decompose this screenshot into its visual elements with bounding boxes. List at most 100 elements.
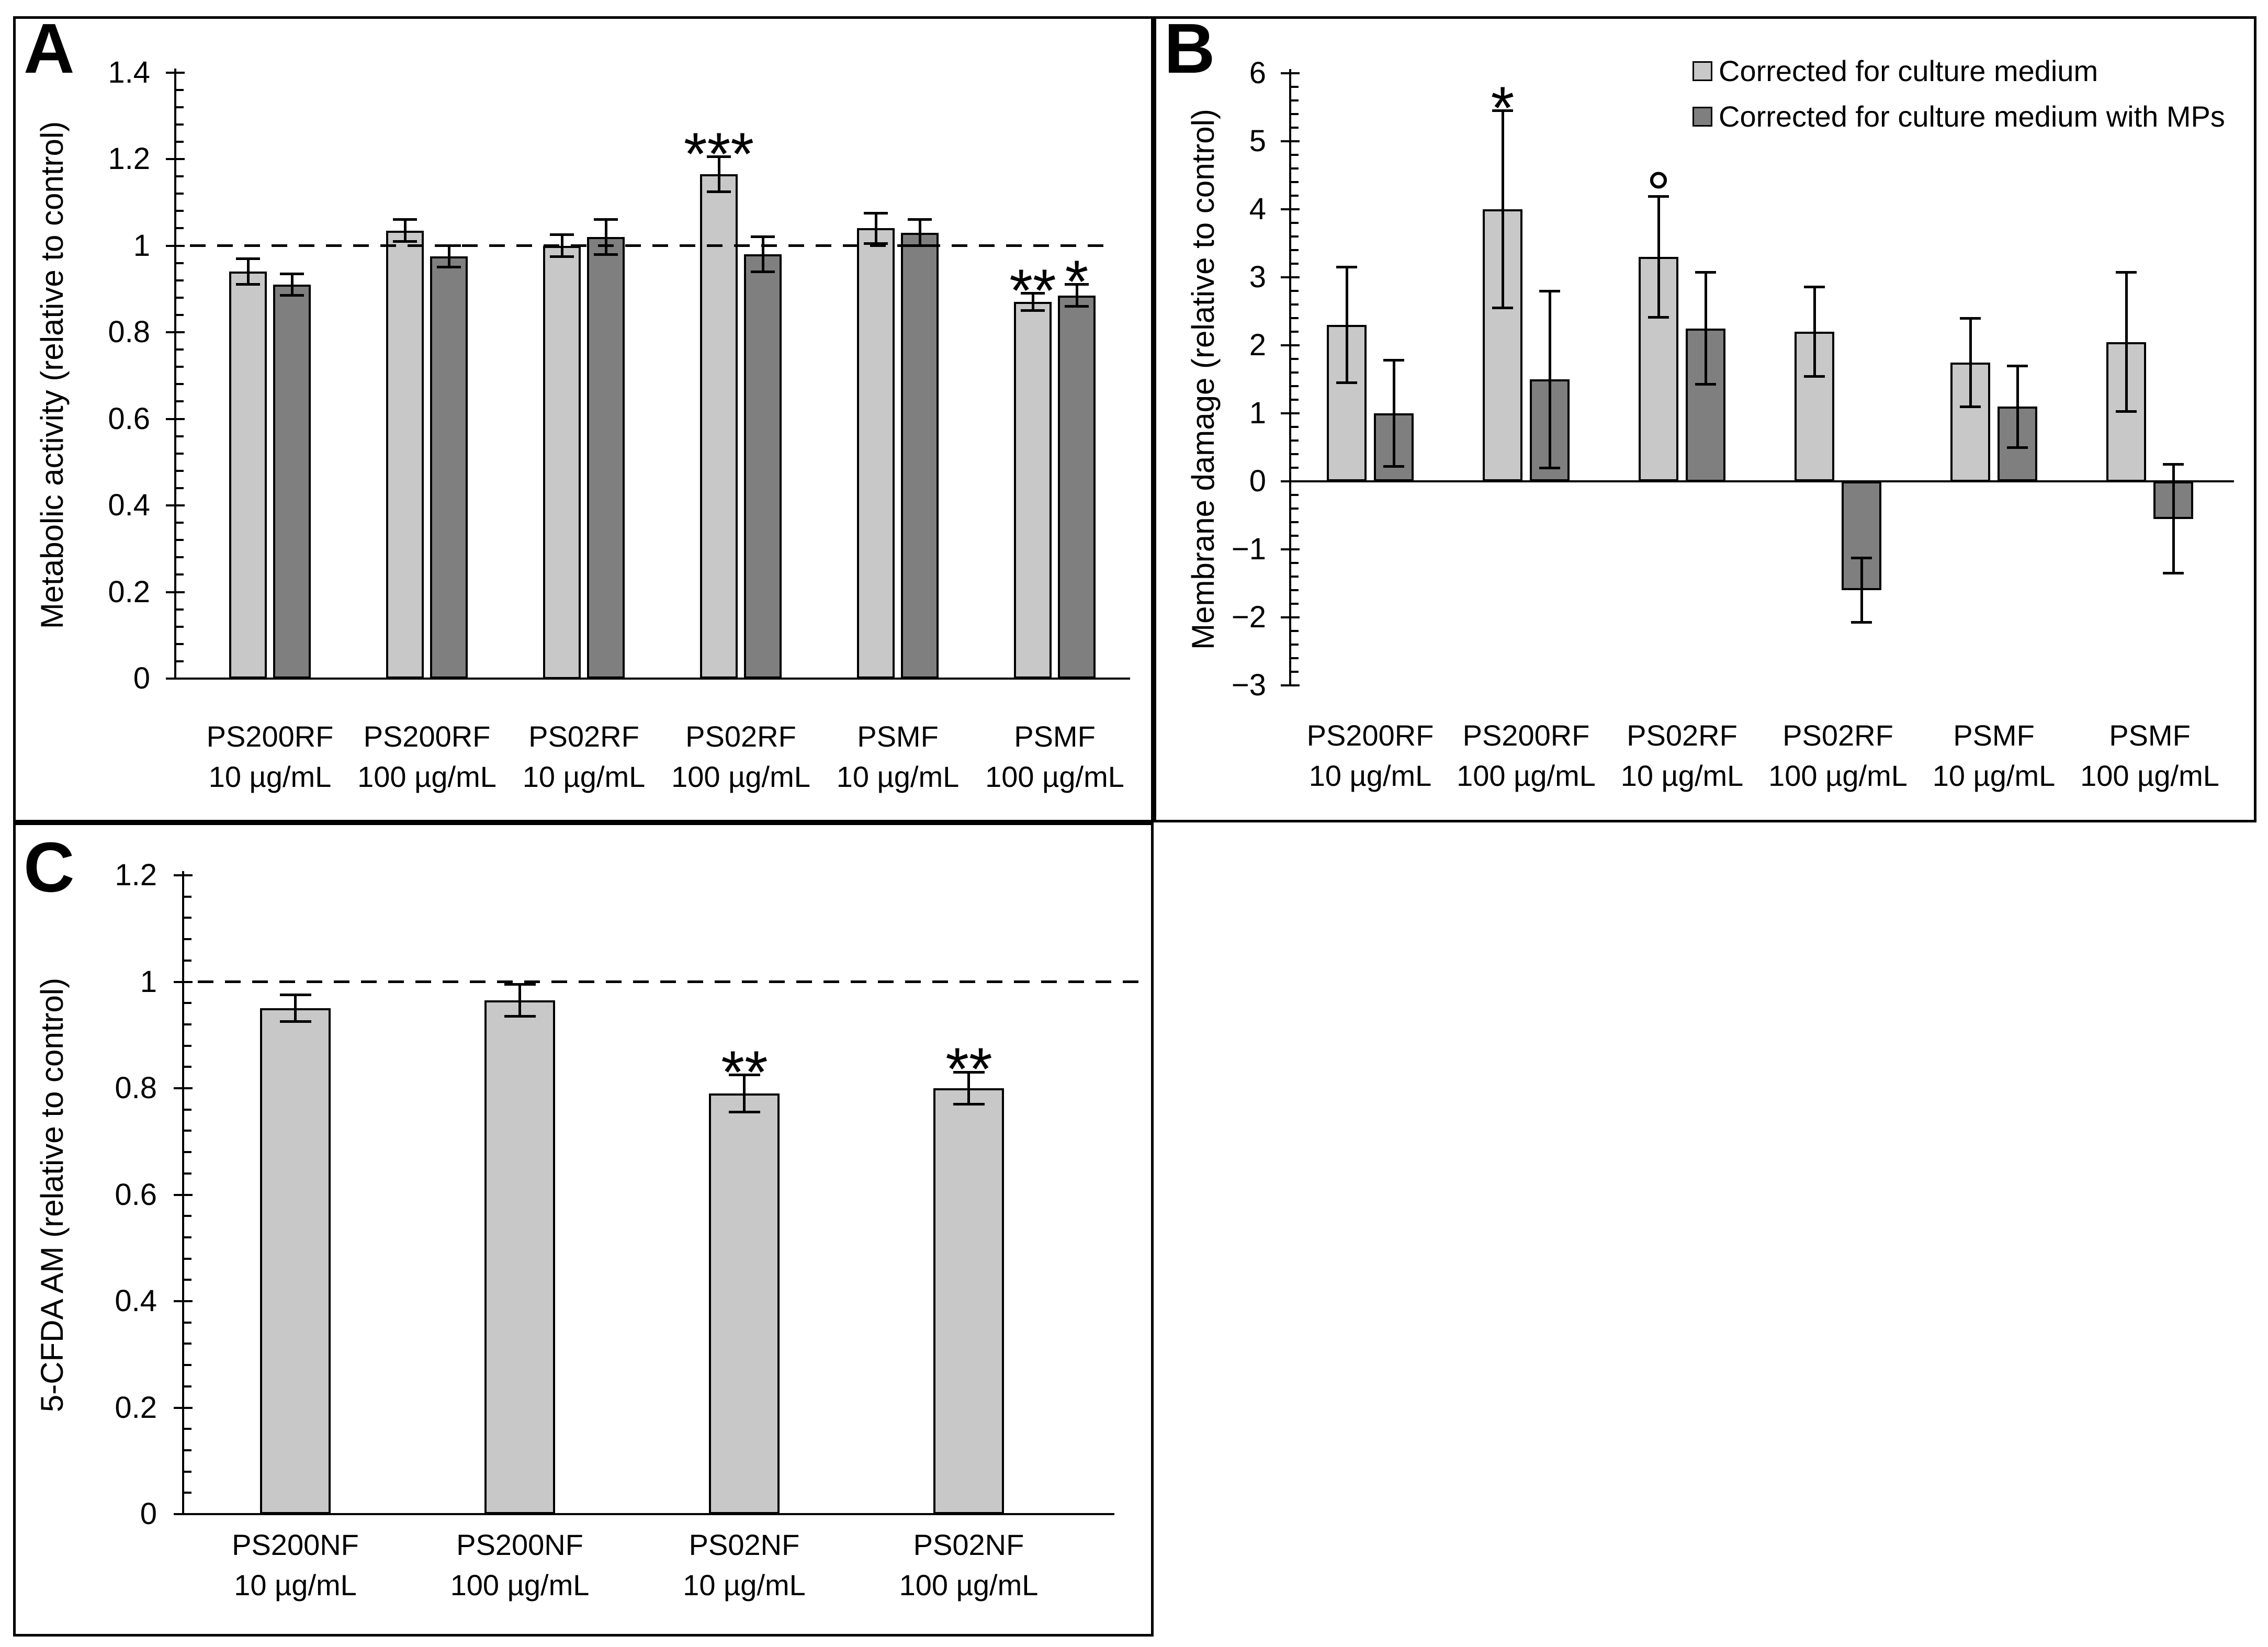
errorbar-cap-bottom-A-light-0 <box>236 283 260 286</box>
legend-swatch-light <box>1692 61 1712 81</box>
minor-tick-A <box>175 626 184 628</box>
minor-tick-B <box>1290 521 1299 523</box>
major-tick-A <box>166 158 185 160</box>
minor-tick-B <box>1290 331 1299 333</box>
category-label-C-2-line2: 10 µg/mL <box>683 1569 806 1601</box>
errorbar-cap-bottom-A-dark-1 <box>437 266 461 268</box>
minor-tick-A <box>175 400 184 402</box>
minor-tick-B <box>1290 317 1299 319</box>
major-tick-C <box>174 981 193 983</box>
y-tick-label-C: 0 <box>140 1497 157 1531</box>
errorbar-cap-top-C-light-2 <box>729 1074 760 1076</box>
panel-b-box <box>1154 16 2256 822</box>
minor-tick-A <box>175 487 184 489</box>
errorbar-cap-top-B-light-3 <box>1804 286 1825 288</box>
minor-tick-B <box>1290 562 1299 564</box>
errorbar-cap-top-A-dark-0 <box>280 273 304 275</box>
category-label-C-0-line2: 10 µg/mL <box>234 1569 357 1601</box>
minor-tick-C <box>183 1385 191 1387</box>
errorbar-line-B-dark-3 <box>1860 558 1863 622</box>
errorbar-cap-top-A-light-1 <box>393 218 417 221</box>
minor-tick-A <box>175 123 184 126</box>
errorbar-line-B-dark-1 <box>1549 291 1551 468</box>
errorbar-cap-top-A-light-4 <box>864 212 888 215</box>
reference-line-C <box>198 980 1143 983</box>
minor-tick-C <box>183 1023 191 1025</box>
major-tick-B <box>1281 140 1300 142</box>
errorbar-line-A-light-1 <box>404 220 407 241</box>
errorbar-cap-top-C-light-1 <box>504 983 536 986</box>
category-label-A-3-line1: PS02RF <box>685 720 796 753</box>
minor-tick-C <box>183 1428 191 1430</box>
bar-C-light-3 <box>933 1088 1004 1514</box>
errorbar-cap-bottom-A-light-3 <box>707 190 731 193</box>
errorbar-cap-top-A-dark-3 <box>751 235 775 238</box>
category-label-A-3-line2: 100 µg/mL <box>671 760 810 793</box>
minor-tick-B <box>1290 589 1299 591</box>
major-tick-C <box>174 1194 193 1196</box>
y-axis-A <box>174 69 176 679</box>
errorbar-cap-bottom-C-light-0 <box>280 1020 311 1023</box>
category-label-A-4-line2: 10 µg/mL <box>836 760 960 793</box>
errorbar-cap-bottom-A-dark-3 <box>751 270 775 273</box>
category-label-B-2-line2: 10 µg/mL <box>1620 759 1744 792</box>
errorbar-cap-bottom-C-light-2 <box>729 1111 760 1113</box>
minor-tick-B <box>1290 195 1299 197</box>
y-tick-label-B: 6 <box>1249 56 1266 90</box>
errorbar-line-C-light-1 <box>518 985 521 1017</box>
minor-tick-A <box>175 262 184 264</box>
category-label-C-3-line1: PS02NF <box>913 1528 1024 1561</box>
category-label-A-5-line2: 100 µg/mL <box>985 760 1124 793</box>
y-axis-B <box>1289 69 1291 685</box>
significance-marker-A-0: *** <box>683 121 754 188</box>
minor-tick-B <box>1290 603 1299 605</box>
errorbar-cap-bottom-B-dark-3 <box>1851 621 1872 624</box>
minor-tick-B <box>1290 249 1299 251</box>
minor-tick-B <box>1290 535 1299 537</box>
category-label-B-0-line1: PS200RF <box>1306 719 1434 752</box>
bar-A-dark-0 <box>273 285 311 679</box>
minor-tick-A <box>175 193 184 195</box>
major-tick-A <box>166 504 185 506</box>
major-tick-B <box>1281 548 1300 550</box>
major-tick-C <box>174 874 193 876</box>
errorbar-cap-top-A-light-0 <box>236 257 260 260</box>
errorbar-line-C-light-0 <box>294 995 297 1022</box>
category-label-B-1-line1: PS200RF <box>1462 719 1590 752</box>
errorbar-cap-bottom-B-dark-4 <box>2007 446 2028 449</box>
category-label-A-2-line2: 10 µg/mL <box>522 760 646 793</box>
category-label-C-1-line2: 100 µg/mL <box>450 1569 590 1601</box>
errorbar-line-A-light-5 <box>1032 294 1034 311</box>
y-tick-label-A: 0.8 <box>108 315 150 349</box>
bar-C-light-1 <box>484 1000 555 1514</box>
y-tick-label-C: 0.6 <box>115 1178 157 1212</box>
minor-tick-B <box>1290 671 1299 673</box>
minor-tick-A <box>175 435 184 437</box>
y-axis-title-A: Metabolic activity (relative to control) <box>35 121 70 629</box>
minor-tick-C <box>183 1258 191 1260</box>
minor-tick-A <box>175 314 184 316</box>
errorbar-cap-top-B-dark-5 <box>2163 463 2184 466</box>
errorbar-line-A-dark-2 <box>605 220 607 254</box>
minor-tick-A <box>175 470 184 472</box>
minor-tick-B <box>1290 494 1299 496</box>
errorbar-cap-top-B-light-0 <box>1336 266 1357 268</box>
major-tick-B <box>1281 344 1300 346</box>
major-tick-A <box>166 591 185 593</box>
errorbar-line-A-dark-4 <box>919 220 921 246</box>
errorbar-line-A-dark-5 <box>1076 285 1078 306</box>
panel-label-b: B <box>1164 9 1215 88</box>
category-label-B-2-line1: PS02RF <box>1627 719 1737 752</box>
y-axis-title-C: 5-CFDA AM (relative to control) <box>35 977 70 1413</box>
minor-tick-A <box>175 608 184 611</box>
minor-tick-C <box>183 938 191 940</box>
y-axis-C <box>182 871 184 1514</box>
minor-tick-C <box>183 1066 191 1068</box>
significance-marker-B-0: * <box>1491 75 1515 142</box>
minor-tick-B <box>1290 399 1299 401</box>
errorbar-line-A-light-2 <box>561 235 563 256</box>
minor-tick-B <box>1290 467 1299 469</box>
minor-tick-B <box>1290 113 1299 115</box>
y-tick-label-A: 0.2 <box>108 575 150 609</box>
errorbar-cap-top-C-light-0 <box>280 994 311 996</box>
